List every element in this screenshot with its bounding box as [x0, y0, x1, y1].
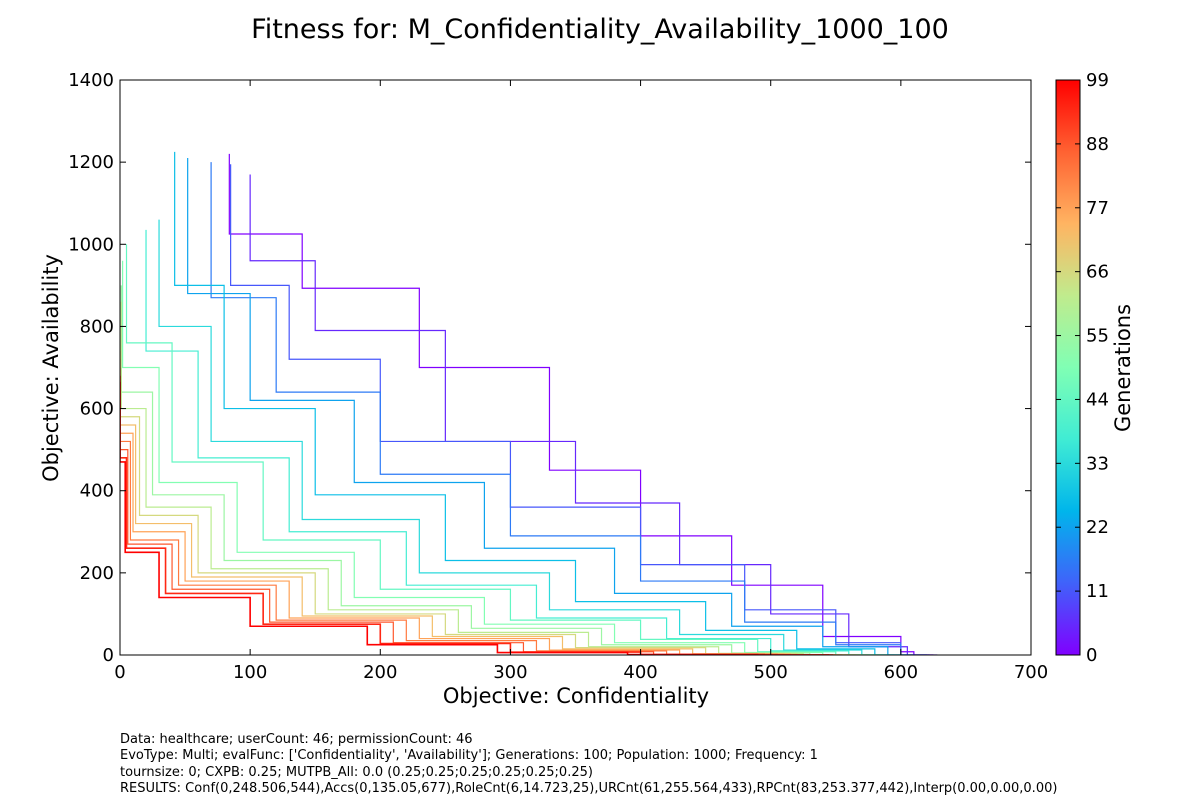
series-line-gen-11	[230, 164, 930, 655]
colorbar-tick-label: 55	[1086, 326, 1109, 347]
colorbar-tick-label: 0	[1086, 645, 1097, 666]
footer-line-3: tournsize: 0; CXPB: 0.25; MUTPB_All: 0.0…	[120, 765, 593, 780]
series-line-gen-27	[174, 151, 908, 655]
series-line-gen-0	[228, 153, 934, 655]
colorbar-label: Generations	[1111, 304, 1135, 432]
colorbar-tick-label: 11	[1086, 581, 1109, 602]
plot-frame	[119, 79, 1032, 656]
series-line-gen-22	[187, 158, 914, 655]
series-line-gen-94	[120, 375, 834, 655]
y-tick-label: 600	[80, 399, 114, 420]
x-tick-label: 0	[114, 662, 125, 683]
colorbar-tick-label: 66	[1086, 262, 1109, 283]
series-line-gen-61	[120, 301, 869, 655]
colorbar-tick-label: 22	[1086, 517, 1109, 538]
y-tick-label: 200	[80, 563, 114, 584]
y-tick-label: 1000	[68, 234, 114, 255]
series-line-gen-99	[120, 381, 830, 655]
x-ticks: 0 100 200 300 400 500 600 700	[114, 80, 1048, 683]
footer-line-1: Data: healthcare; userCount: 46; permiss…	[120, 732, 473, 747]
x-axis-label: Objective: Confidentiality	[443, 684, 709, 708]
colorbar-tick-label: 33	[1086, 453, 1109, 474]
colorbar	[1055, 79, 1081, 656]
x-tick-label: 600	[884, 662, 918, 683]
y-tick-label: 1200	[68, 152, 114, 173]
colorbar-tick-label: 44	[1086, 389, 1109, 410]
series-line-gen-83	[120, 359, 843, 655]
chart-title: Fitness for: M_Confidentiality_Availabil…	[251, 14, 949, 45]
series-line-gen-33	[158, 219, 901, 655]
footer-line-2: EvoType: Multi; evalFunc: ['Confidential…	[120, 748, 818, 763]
x-tick-label: 100	[233, 662, 267, 683]
x-tick-label: 500	[754, 662, 788, 683]
x-tick-label: 300	[493, 662, 527, 683]
y-tick-label: 1400	[68, 70, 114, 91]
series-line-gen-55	[120, 285, 875, 655]
colorbar-tick-label: 88	[1086, 134, 1109, 155]
series-line-gen-66	[120, 318, 862, 655]
colorbar-ticks: 0 11 22 33 44 55 66 77 88 99	[1056, 70, 1109, 666]
y-tick-label: 400	[80, 481, 114, 502]
colorbar-tick-label: 77	[1086, 198, 1109, 219]
x-tick-label: 200	[363, 662, 397, 683]
x-tick-label: 400	[623, 662, 657, 683]
y-axis-label: Objective: Availability	[39, 254, 63, 482]
footer-line-4: RESULTS: Conf(0,248.506,544),Accs(0,135.…	[120, 781, 1057, 796]
x-tick-label: 700	[1014, 662, 1048, 683]
y-tick-label: 800	[80, 316, 114, 337]
series-line-gen-5	[249, 174, 938, 655]
series-line-gen-88	[120, 367, 836, 655]
y-tick-label: 0	[103, 645, 114, 666]
colorbar-tick-label: 99	[1086, 70, 1109, 91]
plot-lines	[120, 151, 938, 655]
y-ticks: 0 200 400 600 800 1000 1200 1400	[68, 70, 1031, 666]
series-line-gen-44	[125, 244, 888, 655]
series-line-gen-16	[210, 162, 927, 655]
series-line-gen-38	[145, 229, 895, 655]
